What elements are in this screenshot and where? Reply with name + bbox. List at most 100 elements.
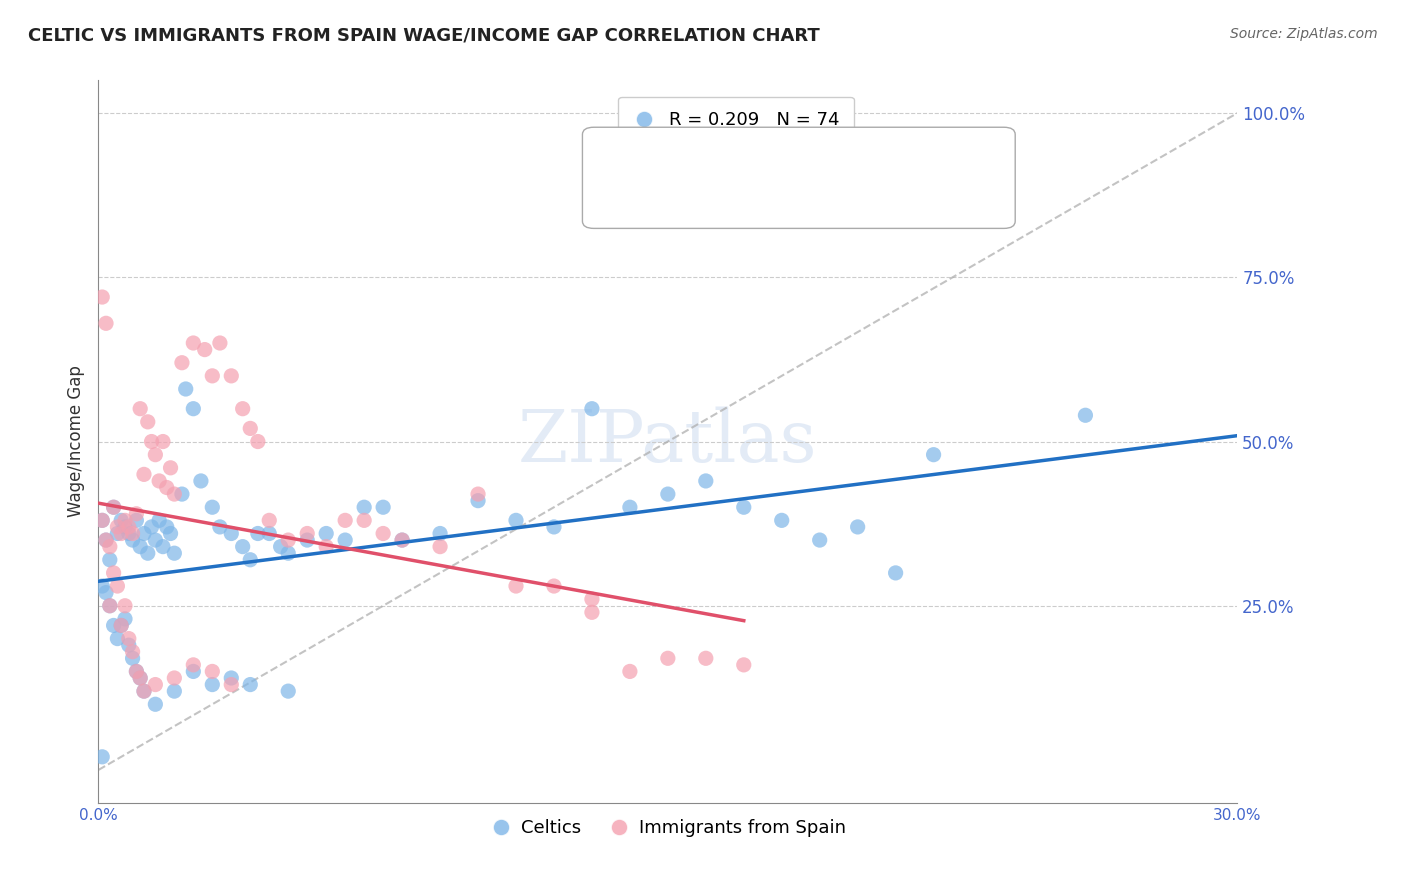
Point xyxy=(733,500,755,515)
Point xyxy=(98,599,121,613)
Point xyxy=(94,316,117,330)
Point xyxy=(163,671,186,685)
Point xyxy=(371,526,394,541)
Text: Source: ZipAtlas.com: Source: ZipAtlas.com xyxy=(1230,27,1378,41)
Point xyxy=(270,540,292,554)
Point xyxy=(657,651,679,665)
Point xyxy=(163,487,186,501)
Point xyxy=(315,526,337,541)
Point xyxy=(132,684,155,698)
Point xyxy=(505,579,527,593)
Point xyxy=(922,448,945,462)
Point xyxy=(91,749,114,764)
Point xyxy=(581,401,603,416)
Legend: Celtics, Immigrants from Spain: Celtics, Immigrants from Spain xyxy=(482,812,853,845)
Point xyxy=(657,487,679,501)
Point xyxy=(91,290,114,304)
Point xyxy=(335,533,357,547)
Point xyxy=(110,513,132,527)
Point xyxy=(103,566,125,580)
Point xyxy=(467,487,489,501)
Point xyxy=(94,533,117,547)
Point xyxy=(118,632,141,646)
Point xyxy=(170,487,193,501)
FancyBboxPatch shape xyxy=(582,128,1015,228)
Point xyxy=(103,618,125,632)
Point xyxy=(353,513,375,527)
Point xyxy=(239,677,262,691)
Point xyxy=(110,618,132,632)
Point xyxy=(467,493,489,508)
Point xyxy=(110,526,132,541)
Point xyxy=(114,612,136,626)
Point xyxy=(156,481,179,495)
Point xyxy=(201,368,224,383)
Point xyxy=(145,677,167,691)
Point xyxy=(152,540,174,554)
Point xyxy=(141,434,163,449)
Point xyxy=(246,526,269,541)
Point xyxy=(581,605,603,619)
Point xyxy=(221,677,243,691)
Point xyxy=(277,533,299,547)
Point xyxy=(246,434,269,449)
Point xyxy=(174,382,197,396)
Point xyxy=(98,540,121,554)
Point xyxy=(125,513,148,527)
Point xyxy=(239,421,262,435)
Point xyxy=(353,500,375,515)
Point xyxy=(148,513,170,527)
Point xyxy=(121,526,143,541)
Point xyxy=(335,513,357,527)
Point xyxy=(183,665,205,679)
Point xyxy=(259,526,281,541)
Point xyxy=(141,520,163,534)
Point xyxy=(91,579,114,593)
Y-axis label: Wage/Income Gap: Wage/Income Gap xyxy=(66,366,84,517)
Point xyxy=(145,533,167,547)
Point xyxy=(152,434,174,449)
Point xyxy=(129,540,152,554)
Point xyxy=(277,546,299,560)
Point xyxy=(221,368,243,383)
Point xyxy=(103,500,125,515)
Point xyxy=(136,415,159,429)
Point xyxy=(114,599,136,613)
Point xyxy=(148,474,170,488)
Point xyxy=(121,533,143,547)
Point xyxy=(695,651,717,665)
Point xyxy=(429,540,451,554)
Point xyxy=(297,533,319,547)
Point xyxy=(183,657,205,672)
Point xyxy=(107,632,129,646)
Point xyxy=(183,336,205,351)
Point xyxy=(183,401,205,416)
Point xyxy=(846,520,869,534)
Point xyxy=(132,467,155,482)
Point xyxy=(808,533,831,547)
Point xyxy=(118,526,141,541)
Point xyxy=(118,520,141,534)
Point xyxy=(1074,409,1097,423)
Point xyxy=(619,500,641,515)
Point xyxy=(505,513,527,527)
Point xyxy=(201,500,224,515)
Point xyxy=(190,474,212,488)
Point xyxy=(159,526,181,541)
Point xyxy=(145,448,167,462)
Point xyxy=(619,665,641,679)
Point xyxy=(121,645,143,659)
Point xyxy=(391,533,413,547)
Point xyxy=(277,684,299,698)
Point xyxy=(371,500,394,515)
Point xyxy=(170,356,193,370)
Point xyxy=(145,698,167,712)
Point xyxy=(107,520,129,534)
Point xyxy=(107,526,129,541)
Point xyxy=(118,638,141,652)
Point xyxy=(132,684,155,698)
Point xyxy=(114,520,136,534)
Point xyxy=(163,684,186,698)
Point xyxy=(107,579,129,593)
Point xyxy=(259,513,281,527)
